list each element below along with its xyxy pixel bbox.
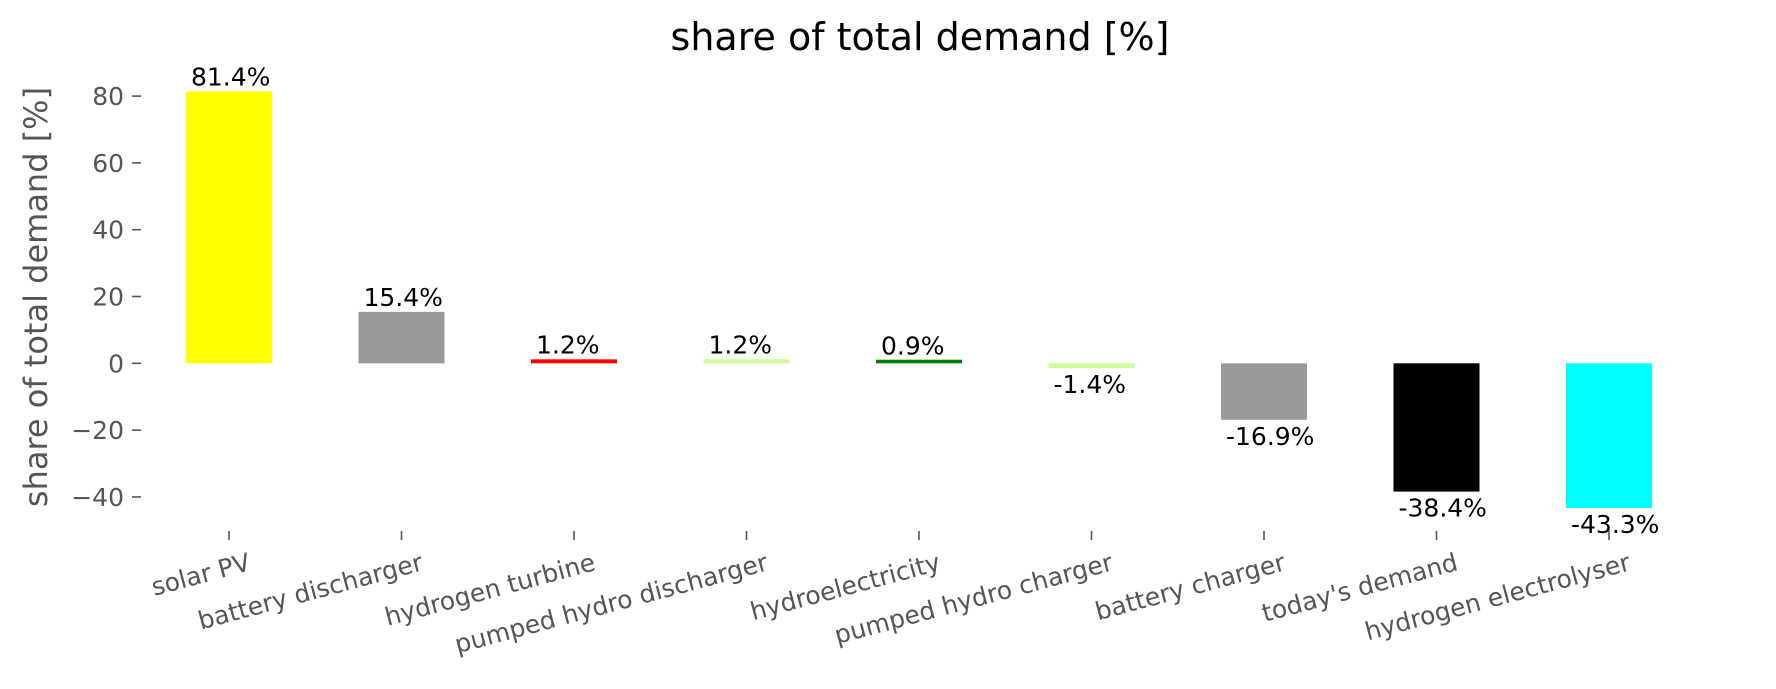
- bar: [1221, 363, 1307, 420]
- y-axis-label: share of total demand [%]: [17, 87, 55, 507]
- chart-title: share of total demand [%]: [671, 15, 1170, 59]
- data-label: 1.2%: [536, 330, 600, 359]
- y-tick-label: −20: [71, 416, 124, 445]
- bar: [186, 91, 272, 364]
- y-tick-label: 20: [92, 283, 124, 312]
- x-tick-label: battery charger: [1092, 547, 1289, 626]
- bar: [1566, 363, 1652, 508]
- data-label: 0.9%: [881, 331, 945, 360]
- bar: [358, 311, 445, 364]
- bar: [1393, 363, 1480, 492]
- data-label: 15.4%: [364, 283, 443, 312]
- bars: [186, 91, 1652, 508]
- data-label: -1.4%: [1054, 370, 1127, 399]
- x-tick-label: pumped hydro discharger: [452, 547, 772, 659]
- y-tick-label: 0: [108, 349, 124, 378]
- y-tick-label: 80: [92, 82, 124, 111]
- data-label: -38.4%: [1399, 494, 1487, 523]
- bar: [876, 359, 962, 364]
- y-tick-label: 60: [92, 149, 124, 178]
- bar: [1048, 363, 1135, 368]
- x-tick-label: pumped hydro charger: [831, 547, 1116, 649]
- data-label: 81.4%: [191, 62, 270, 91]
- x-tick-label: solar PV: [148, 548, 253, 602]
- data-label: 1.2%: [709, 330, 773, 359]
- bar: [703, 359, 790, 364]
- data-label: -16.9%: [1226, 422, 1314, 451]
- bar: [531, 359, 617, 364]
- data-labels: 81.4% 15.4% 1.2% 1.2% 0.9% -1.4% -16.9% -38.4% -…: [191, 62, 1659, 539]
- y-tick-label: 40: [92, 216, 124, 245]
- data-label: -43.3%: [1571, 510, 1659, 539]
- y-tick-label: −40: [71, 483, 124, 512]
- y-axis: −40 −20 0 20 40 60 80: [71, 82, 141, 512]
